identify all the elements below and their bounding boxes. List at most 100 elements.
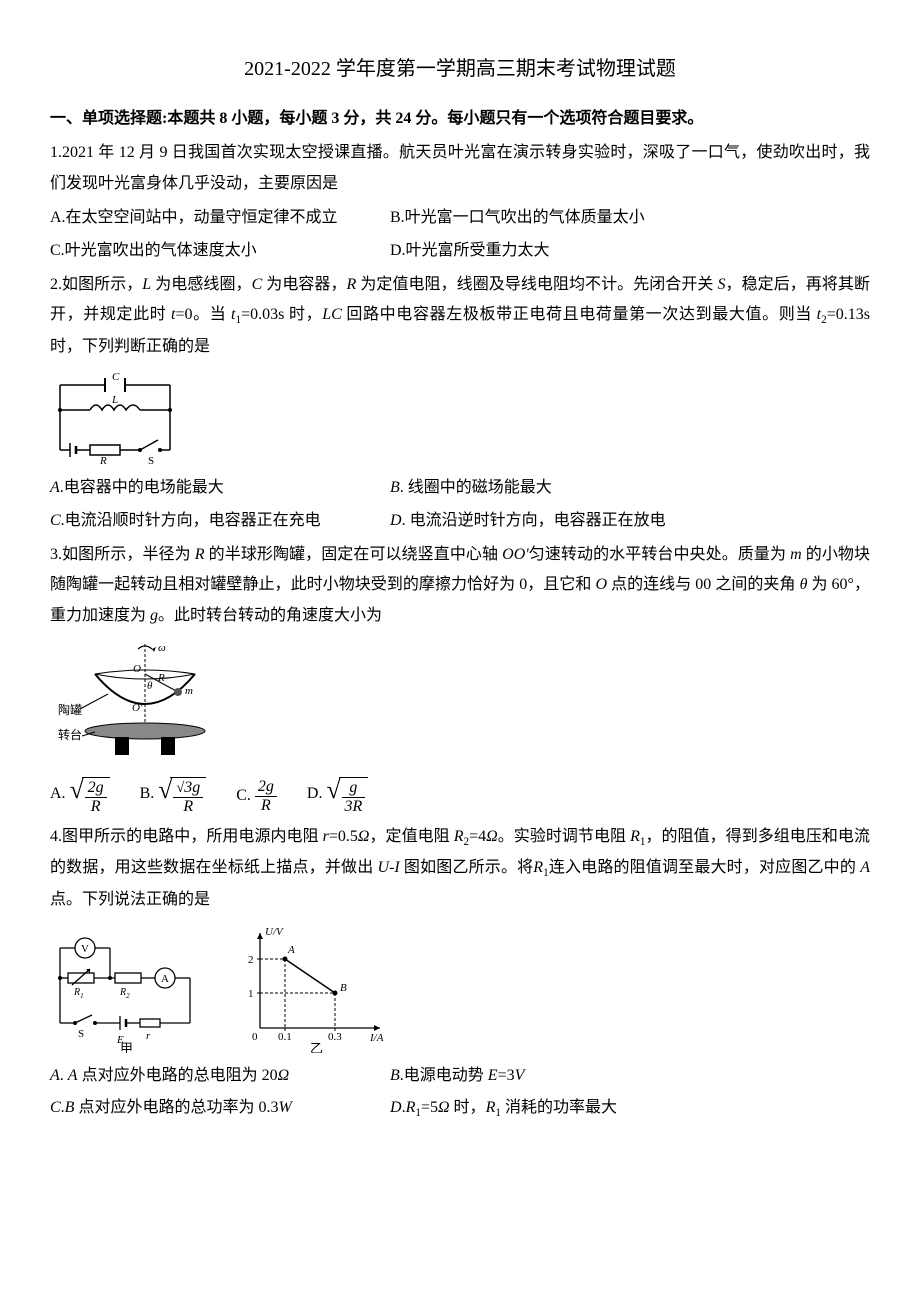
svg-text:m: m	[185, 685, 193, 697]
svg-text:R: R	[99, 455, 107, 465]
q3-option-c: C. 2gR	[236, 778, 277, 814]
q4-text: 点。下列说法正确的是	[50, 891, 210, 908]
svg-text:A: A	[161, 973, 169, 985]
q4-ohm: Ω	[486, 828, 498, 845]
q2-option-c: C.电流沿顺时针方向，电容器正在充电	[50, 506, 390, 536]
q4-circuit-icon: V R1 R2 A S E r 甲	[50, 933, 200, 1053]
q4-option-c: C.B 点对应外电路的总功率为 0.3W	[50, 1093, 390, 1124]
q3-R: R	[195, 546, 205, 563]
q3-option-b: B. √√3gR	[140, 777, 207, 815]
q4-options-row1: A. A 点对应外电路的总电阻为 20Ω B.电源电动势 E=3V	[50, 1061, 870, 1091]
q4-R1b: R	[533, 859, 543, 876]
q4-text: 4.图甲所示的电路中，所用电源内电阻	[50, 828, 323, 845]
svg-text:V: V	[81, 943, 89, 955]
svg-text:C: C	[112, 371, 120, 383]
svg-text:S: S	[148, 455, 154, 465]
svg-text:R: R	[157, 672, 165, 684]
q1-option-b: B.叶光富一口气吹出的气体质量太小	[390, 203, 645, 233]
q3-stem: 3.如图所示，半径为 R 的半球形陶罐，固定在可以绕竖直中心轴 OO'匀速转动的…	[50, 540, 870, 631]
q4-option-d: D.R1=5Ω 时，R1 消耗的功率最大	[390, 1093, 617, 1124]
q3-text: 点的连线与 00 之间的夹角	[607, 576, 800, 593]
svg-text:0: 0	[252, 1031, 258, 1043]
q4-UI: U-I	[378, 859, 400, 876]
q4-text: ，定值电阻	[369, 828, 453, 845]
q2-stem: 2.如图所示，L 为电感线圈，C 为电容器，R 为定值电阻，线圈及导线电阻均不计…	[50, 270, 870, 362]
svg-text:A: A	[287, 944, 295, 956]
q2-text: =0.03s 时，	[241, 306, 322, 323]
q4-text: 。实验时调节电阻	[498, 828, 630, 845]
q1-option-c: C.叶光富吹出的气体速度太小	[50, 236, 390, 266]
q3-text: 3.如图所示，半径为	[50, 546, 195, 563]
svg-text:O: O	[133, 663, 141, 675]
q3-m: m	[790, 546, 802, 563]
q4-options-row2: C.B 点对应外电路的总功率为 0.3W D.R1=5Ω 时，R1 消耗的功率最…	[50, 1093, 870, 1124]
svg-text:L: L	[111, 394, 118, 406]
q4-text: =0.5	[329, 828, 358, 845]
q4-graph-icon: U/V I/A 2 1 0 0.1 0.3 A B 乙	[230, 923, 390, 1053]
q4-ohm: Ω	[358, 828, 370, 845]
svg-text:1: 1	[248, 988, 254, 1000]
svg-text:ω: ω	[158, 642, 166, 654]
q2-S: S	[718, 276, 726, 293]
q2-text: 2.如图所示，	[50, 276, 142, 293]
q3-figure: ω O R θ m O' 陶罐 转台	[50, 639, 870, 769]
q1-option-d: D.叶光富所受重力太大	[390, 236, 550, 266]
svg-text:S: S	[78, 1028, 84, 1040]
q4-stem: 4.图甲所示的电路中，所用电源内电阻 r=0.5Ω，定值电阻 R2=4Ω。实验时…	[50, 822, 870, 915]
q2-text: 为电感线圈，	[151, 276, 251, 293]
svg-text:θ: θ	[147, 680, 153, 692]
svg-text:I/A: I/A	[369, 1032, 384, 1044]
q3-g: g	[150, 607, 158, 624]
q2-circuit-icon: C L R S	[50, 370, 180, 465]
svg-text:0.3: 0.3	[328, 1031, 342, 1043]
svg-text:0.1: 0.1	[278, 1031, 292, 1043]
q3-text: 。此时转台转动的角速度大小为	[158, 607, 382, 624]
q3-text: 匀速转动的水平转台中央处。质量为	[529, 546, 790, 563]
q3-option-d: D. √g3R	[307, 777, 368, 815]
q2-text: 回路中电容器左极板带正电荷且电荷量第一次达到最大值。则当	[342, 306, 817, 323]
q2-option-d: D. 电流沿逆时针方向，电容器正在放电	[390, 506, 666, 536]
q4-A: A	[860, 859, 870, 876]
q4-text: 图如图乙所示。将	[400, 859, 534, 876]
q3-bowl-icon: ω O R θ m O' 陶罐 转台	[50, 639, 220, 769]
q2-option-a: A.电容器中的电场能最大	[50, 473, 390, 503]
q3-OO: OO'	[502, 546, 529, 563]
svg-text:2: 2	[248, 954, 254, 966]
q1-options-row2: C.叶光富吹出的气体速度太小 D.叶光富所受重力太大	[50, 236, 870, 266]
q1-stem: 1.2021 年 12 月 9 日我国首次实现太空授课直播。航天员叶光富在演示转…	[50, 138, 870, 199]
section-1-header: 一、单项选择题:本题共 8 小题，每小题 3 分，共 24 分。每小题只有一个选…	[50, 104, 870, 134]
q2-text: 为电容器，	[262, 276, 346, 293]
svg-text:乙: 乙	[310, 1041, 323, 1053]
q2-options-row2: C.电流沿顺时针方向，电容器正在充电 D. 电流沿逆时针方向，电容器正在放电	[50, 506, 870, 536]
q1-options-row1: A.在太空空间站中，动量守恒定律不成立 B.叶光富一口气吹出的气体质量太小	[50, 203, 870, 233]
svg-text:O': O'	[132, 702, 143, 714]
svg-text:陶罐: 陶罐	[58, 702, 82, 717]
svg-text:甲: 甲	[120, 1041, 133, 1053]
q3-O: O	[595, 576, 607, 593]
q2-L: L	[142, 276, 151, 293]
q1-option-a: A.在太空空间站中，动量守恒定律不成立	[50, 203, 390, 233]
q4-option-a: A. A 点对应外电路的总电阻为 20Ω	[50, 1061, 390, 1091]
q2-figure: C L R S	[50, 370, 870, 465]
q3-option-a: A. √2gR	[50, 777, 110, 815]
svg-text:r: r	[146, 1030, 151, 1042]
q2-option-b: B. 线圈中的磁场能最大	[390, 473, 552, 503]
q2-options-row1: A.电容器中的电场能最大 B. 线圈中的磁场能最大	[50, 473, 870, 503]
q3-text: 的半球形陶罐，固定在可以绕竖直中心轴	[205, 546, 503, 563]
q2-text: 为定值电阻，线圈及导线电阻均不计。先闭合开关	[356, 276, 717, 293]
q4-R1: R	[630, 828, 640, 845]
page-title: 2021-2022 学年度第一学期高三期末考试物理试题	[50, 50, 870, 88]
q2-text: =0。当	[175, 306, 231, 323]
q2-LC: LC	[322, 306, 342, 323]
q4-R2: R	[454, 828, 464, 845]
svg-text:转台: 转台	[58, 727, 82, 742]
q4-text: =4	[469, 828, 486, 845]
q4-text: 连入电路的阻值调至最大时，对应图乙中的	[549, 859, 861, 876]
svg-text:R2: R2	[119, 987, 130, 1000]
svg-text:B: B	[340, 982, 347, 994]
q4-figure: V R1 R2 A S E r 甲	[50, 923, 870, 1053]
q2-C: C	[252, 276, 263, 293]
svg-text:R1: R1	[73, 987, 84, 1000]
q4-option-b: B.电源电动势 E=3V	[390, 1061, 524, 1091]
q3-options: A. √2gR B. √√3gR C. 2gR D. √g3R	[50, 777, 870, 815]
